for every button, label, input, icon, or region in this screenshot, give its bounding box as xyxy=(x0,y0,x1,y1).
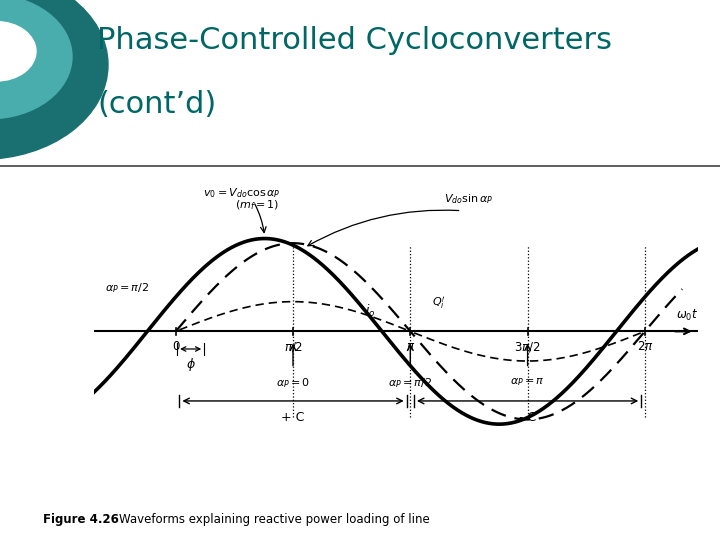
Text: $V_{do}\sin\alpha_P$: $V_{do}\sin\alpha_P$ xyxy=(444,192,494,206)
Text: 2$\pi$: 2$\pi$ xyxy=(636,340,653,353)
Text: 3$\pi$/2: 3$\pi$/2 xyxy=(514,340,541,354)
Text: $v_0 = V_{do}\cos\alpha_P$: $v_0 = V_{do}\cos\alpha_P$ xyxy=(204,186,281,200)
Text: $i_o$: $i_o$ xyxy=(365,303,376,319)
Text: Phase-Controlled Cycloconverters: Phase-Controlled Cycloconverters xyxy=(97,26,612,55)
Text: 0: 0 xyxy=(172,340,179,353)
Text: $\omega_0 t$: $\omega_0 t$ xyxy=(676,308,698,323)
Text: $\alpha_P = \pi/2$: $\alpha_P = \pi/2$ xyxy=(388,376,432,390)
Text: $\pi$/2: $\pi$/2 xyxy=(284,340,302,354)
Text: $Q_i'$: $Q_i'$ xyxy=(432,295,445,312)
Text: $\phi$: $\phi$ xyxy=(186,356,197,373)
Circle shape xyxy=(0,22,36,81)
Text: Waveforms explaining reactive power loading of line: Waveforms explaining reactive power load… xyxy=(104,514,430,526)
Circle shape xyxy=(0,0,108,159)
Text: $\pi$: $\pi$ xyxy=(405,340,415,353)
Text: $(m_f = 1)$: $(m_f = 1)$ xyxy=(235,198,279,212)
Text: + C: + C xyxy=(282,411,305,424)
Text: $\alpha_P = \pi$: $\alpha_P = \pi$ xyxy=(510,376,545,388)
Text: (cont’d): (cont’d) xyxy=(97,90,217,119)
Text: $\alpha_P = \pi/2$: $\alpha_P = \pi/2$ xyxy=(105,281,149,295)
Circle shape xyxy=(0,0,72,119)
Text: $\alpha_P = 0$: $\alpha_P = 0$ xyxy=(276,376,310,390)
Text: Figure 4.26: Figure 4.26 xyxy=(43,514,119,526)
Text: - C: - C xyxy=(519,411,536,424)
